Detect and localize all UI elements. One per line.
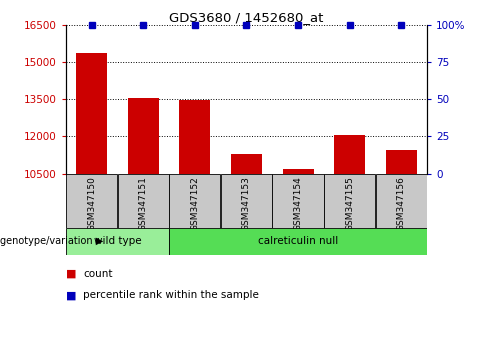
Bar xyxy=(76,53,107,174)
Bar xyxy=(334,135,365,174)
Text: count: count xyxy=(83,269,112,279)
Text: genotype/variation ▶: genotype/variation ▶ xyxy=(0,236,103,246)
Text: GSM347152: GSM347152 xyxy=(190,176,200,231)
Text: calreticulin null: calreticulin null xyxy=(258,236,338,246)
Text: GSM347154: GSM347154 xyxy=(293,176,303,231)
Text: GSM347155: GSM347155 xyxy=(345,176,354,231)
Bar xyxy=(272,174,324,228)
Bar xyxy=(66,174,117,228)
Text: GSM347150: GSM347150 xyxy=(87,176,96,231)
Bar xyxy=(386,150,417,174)
Bar xyxy=(221,174,272,228)
Text: GSM347153: GSM347153 xyxy=(242,176,251,231)
Title: GDS3680 / 1452680_at: GDS3680 / 1452680_at xyxy=(169,11,324,24)
Text: GSM347151: GSM347151 xyxy=(139,176,148,231)
Bar xyxy=(231,154,262,174)
Bar xyxy=(128,98,159,174)
Text: ■: ■ xyxy=(66,290,80,300)
Text: percentile rank within the sample: percentile rank within the sample xyxy=(83,290,259,300)
Bar xyxy=(324,174,375,228)
Bar xyxy=(169,174,221,228)
Bar xyxy=(180,100,210,174)
Bar xyxy=(169,228,427,255)
Bar xyxy=(66,228,169,255)
Text: wild type: wild type xyxy=(94,236,142,246)
Bar xyxy=(283,169,313,174)
Text: GSM347156: GSM347156 xyxy=(397,176,406,231)
Text: ■: ■ xyxy=(66,269,80,279)
Bar xyxy=(118,174,169,228)
Bar xyxy=(376,174,427,228)
